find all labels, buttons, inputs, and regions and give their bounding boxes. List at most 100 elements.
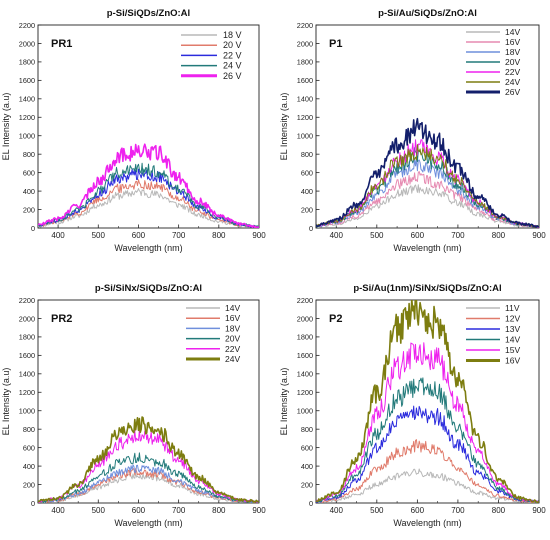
series-line-2: [38, 179, 259, 228]
x-axis-label: Wavelength (nm): [393, 518, 461, 528]
x-tick-label: 700: [172, 506, 186, 515]
chart-title: p-Si/Au/SiQDs/ZnO:Al: [378, 8, 477, 19]
y-tick-label: 600: [23, 443, 35, 452]
y-tick-label: 1400: [19, 370, 35, 379]
legend-label: 20V: [505, 57, 520, 67]
y-tick-label: 200: [23, 480, 35, 489]
legend-label: 26 V: [223, 71, 242, 81]
x-tick-label: 500: [92, 231, 106, 240]
legend-label: 24 V: [223, 61, 242, 71]
series-line-6: [316, 144, 539, 228]
series-line-2: [316, 439, 539, 503]
series-line-1: [38, 188, 259, 228]
y-tick-label: 1000: [297, 132, 313, 141]
x-tick-label: 700: [172, 231, 186, 240]
y-tick-label: 1600: [19, 351, 35, 360]
y-tick-label: 800: [23, 150, 35, 159]
x-tick-label: 900: [532, 231, 546, 240]
series-line-5: [38, 429, 259, 503]
x-tick-label: 700: [451, 506, 465, 515]
y-tick-label: 600: [301, 168, 313, 177]
legend-label: 16V: [505, 356, 520, 366]
y-tick-label: 1600: [19, 76, 35, 85]
y-tick-label: 1200: [19, 388, 35, 397]
y-tick-label: 0: [31, 499, 35, 508]
y-tick-label: 1000: [19, 132, 35, 141]
y-tick-label: 0: [309, 499, 313, 508]
plot-frame: [315, 24, 540, 229]
y-tick-label: 1200: [297, 388, 313, 397]
chart-title: p-Si/SiQDs/ZnO:Al: [107, 8, 190, 19]
series-group: [38, 416, 259, 503]
x-tick-label: 600: [411, 231, 425, 240]
legend: 18 V20 V22 V24 V26 V: [181, 30, 242, 81]
legend-label: 20 V: [223, 40, 242, 50]
x-tick-label: 600: [411, 506, 425, 515]
y-axis-label: EL Intensity (a.u): [1, 368, 11, 436]
x-tick-label: 900: [252, 231, 266, 240]
x-tick-label: 500: [370, 506, 384, 515]
y-tick-label: 200: [23, 205, 35, 214]
y-axis-label: EL Intensity (a.u): [1, 93, 11, 161]
legend-label: 16V: [225, 313, 240, 323]
y-tick-label: 1200: [19, 113, 35, 122]
x-tick-label: 800: [492, 506, 506, 515]
y-tick-label: 600: [301, 443, 313, 452]
y-tick-label: 1000: [297, 407, 313, 416]
chart-panel-3: 400 500 600 700 800 900 0 200 400 600 800 1000 1200 1…: [1, 283, 266, 528]
legend-label: 15V: [505, 345, 520, 355]
panel-label: P1: [329, 38, 342, 50]
x-tick-label: 600: [132, 231, 146, 240]
y-tick-label: 1800: [19, 333, 35, 342]
series-line-4: [38, 452, 259, 503]
legend-label: 22V: [225, 344, 240, 354]
series-line-4: [38, 162, 259, 228]
y-tick-label: 2000: [19, 314, 35, 323]
x-tick-label: 900: [252, 506, 266, 515]
panel-label: PR1: [51, 38, 72, 50]
y-tick-label: 200: [301, 480, 313, 489]
chart-panel-1: 400 500 600 700 800 900 0 200 400 600 800 1000 1200 1…: [1, 8, 266, 253]
legend-label: 16V: [505, 37, 520, 47]
legend-label: 22V: [505, 67, 520, 77]
y-tick-label: 2000: [19, 39, 35, 48]
y-tick-label: 1400: [297, 95, 313, 104]
legend-label: 24V: [225, 354, 240, 364]
legend-label: 18 V: [223, 30, 242, 40]
x-tick-label: 700: [451, 231, 465, 240]
series-group: [316, 117, 539, 228]
y-tick-label: 2200: [297, 21, 313, 30]
y-tick-label: 400: [301, 462, 313, 471]
legend-label: 18V: [505, 47, 520, 57]
legend-label: 14V: [505, 335, 520, 345]
chart-panel-4: 400 500 600 700 800 900 0 200 400 600 800 1000 1200 1…: [279, 283, 546, 528]
panel-label: P2: [329, 313, 342, 325]
y-tick-label: 0: [309, 224, 313, 233]
x-tick-label: 400: [330, 231, 344, 240]
panel-label: PR2: [51, 313, 72, 325]
legend-label: 22 V: [223, 50, 242, 60]
x-tick-label: 500: [92, 506, 106, 515]
plot-frame: [37, 24, 260, 229]
y-tick-label: 0: [31, 224, 35, 233]
y-tick-label: 2200: [19, 296, 35, 305]
legend-label: 20V: [225, 334, 240, 344]
x-tick-label: 400: [330, 506, 344, 515]
x-tick-label: 500: [370, 231, 384, 240]
y-tick-label: 600: [23, 168, 35, 177]
series-line-2: [316, 171, 539, 228]
legend-label: 18V: [225, 323, 240, 333]
y-tick-label: 1800: [19, 58, 35, 67]
y-tick-label: 1000: [19, 407, 35, 416]
x-axis-label: Wavelength (nm): [393, 243, 461, 253]
chart-title: p-Si/Au(1nm)/SiNx/SiQDs/ZnO:Al: [353, 283, 501, 294]
y-tick-label: 800: [301, 425, 313, 434]
series-group: [316, 300, 539, 503]
legend-label: 14V: [225, 303, 240, 313]
y-tick-label: 2000: [297, 39, 313, 48]
series-line-6: [316, 300, 539, 503]
chart-title: p-Si/SiNx/SiQDs/ZnO:Al: [95, 283, 202, 294]
